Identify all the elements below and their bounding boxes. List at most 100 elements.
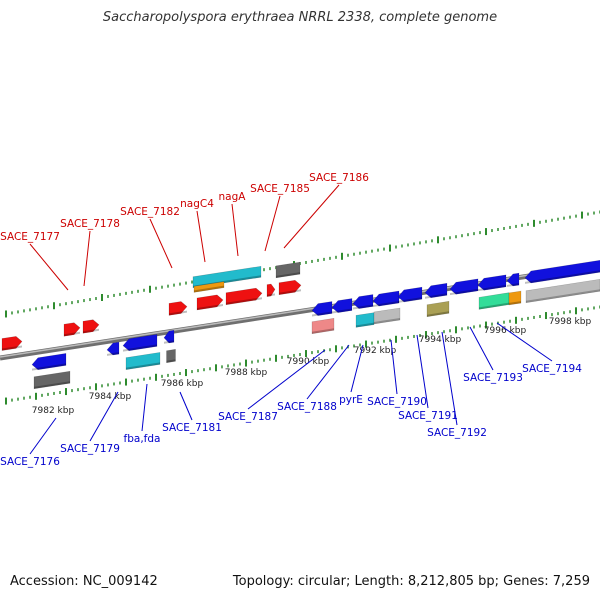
gene-label-leader-forward <box>264 195 281 252</box>
forward-gene-shape <box>63 322 81 337</box>
rna-feature-shade <box>356 322 374 328</box>
gene-label-leader-reverse <box>141 383 148 432</box>
mobile-feature-shade <box>479 302 509 310</box>
gene-label-forward: nagA <box>219 191 247 203</box>
gene-label-leader-reverse <box>306 344 350 400</box>
reverse-gene-shape <box>424 283 448 299</box>
reverse-gene-shade <box>353 304 373 310</box>
gene-label-leader-forward <box>83 230 91 287</box>
pseudo-feature <box>525 278 600 304</box>
gene-label-reverse: SACE_7176 <box>0 456 60 468</box>
reverse-gene <box>331 298 353 314</box>
reverse-gene-shape <box>31 353 67 370</box>
gene-label-leader-reverse <box>29 417 57 455</box>
accession-text: Accession: NC_009142 <box>10 574 158 589</box>
scale-label: 7996 kbp <box>484 326 527 336</box>
reverse-gene-shape <box>163 329 175 344</box>
rna-feature-shape <box>355 312 375 328</box>
reverse-gene <box>477 274 507 292</box>
scale-label: 7986 kbp <box>161 379 204 389</box>
pseudo-feature <box>373 307 401 325</box>
misc-feature-shape <box>33 370 71 390</box>
reverse-gene-shape <box>311 301 333 316</box>
reverse-gene <box>106 341 120 356</box>
reverse-gene-shape <box>449 278 479 295</box>
gene-label-leader-reverse <box>89 391 119 442</box>
misc-feature-shade <box>276 272 300 278</box>
gene-label-reverse: SACE_7179 <box>60 443 120 455</box>
genome-summary: Topology: circular; Length: 8,212,805 bp… <box>232 574 590 589</box>
reverse-gene-shape <box>122 334 158 351</box>
gene-label-leader-reverse <box>496 322 553 362</box>
reverse-gene-shade <box>312 311 332 317</box>
gene-label-reverse: SACE_7188 <box>277 401 337 413</box>
forward-gene-shape <box>82 319 100 334</box>
reverse-gene-shade <box>107 352 119 356</box>
forward-gene-shade <box>279 289 301 295</box>
gene-label-leader-reverse <box>350 344 364 393</box>
reverse-gene <box>424 283 448 299</box>
forward-gene <box>1 336 23 351</box>
gene-label-leader-reverse <box>179 391 193 421</box>
gene-label-reverse: SACE_7181 <box>162 422 222 434</box>
forward-gene-shade <box>64 331 80 337</box>
rna-feature <box>192 265 262 289</box>
misc-feature-shade <box>166 359 176 363</box>
gene-label-reverse: SACE_7194 <box>522 363 582 375</box>
reverse-gene-shape <box>331 298 353 313</box>
forward-gene-shade <box>267 293 275 297</box>
gene-label-forward: nagC4 <box>180 198 214 210</box>
gene-label-leader-forward <box>283 184 340 249</box>
forward-gene <box>63 322 81 337</box>
repeat-feature-shape <box>508 290 522 306</box>
repeat-feature-shade <box>509 301 521 305</box>
gene-label-reverse: SACE_7193 <box>463 372 523 384</box>
gene-label-reverse: fba,fda <box>124 433 161 445</box>
rna-feature-shape <box>192 265 262 289</box>
reverse-gene-shade <box>373 300 399 308</box>
reverse-gene-shade <box>507 283 519 287</box>
reverse-gene <box>449 278 479 296</box>
reverse-gene <box>352 294 374 310</box>
gene-label-reverse: SACE_7192 <box>427 427 487 439</box>
regulatory-feature-shape <box>426 301 450 317</box>
rna-feature-shade <box>126 362 160 370</box>
scale-label: 7998 kbp <box>549 317 592 327</box>
gene-label-reverse: SACE_7191 <box>398 410 458 422</box>
other-feature-shape <box>311 318 335 334</box>
reverse-gene-shade <box>478 284 506 292</box>
rna-feature <box>125 352 161 370</box>
rna-feature <box>355 312 375 328</box>
pseudo-feature-shape <box>373 307 401 325</box>
gene-label-reverse: SACE_7187 <box>218 411 278 423</box>
gene-label-leader-reverse <box>416 334 429 409</box>
repeat-feature <box>508 290 522 306</box>
reverse-gene <box>163 329 175 344</box>
gene-label-forward: SACE_7185 <box>250 183 310 195</box>
forward-gene-shape <box>278 279 302 295</box>
forward-gene-shape <box>225 287 263 306</box>
gene-label-forward: SACE_7177 <box>0 231 60 243</box>
gene-label-leader-forward <box>196 210 206 263</box>
forward-gene-shape <box>1 336 23 351</box>
reverse-gene-shape <box>524 259 600 284</box>
reverse-gene-shape <box>477 274 507 291</box>
rna-feature-shape <box>125 352 161 370</box>
gene-label-leader-reverse <box>390 339 398 395</box>
reverse-gene <box>506 272 520 287</box>
forward-gene <box>168 301 188 316</box>
gene-label-forward: SACE_7182 <box>120 206 180 218</box>
forward-gene-shape <box>266 283 276 297</box>
scale-label: 7984 kbp <box>89 392 132 402</box>
forward-gene <box>278 279 302 295</box>
gene-label-leader-reverse <box>469 326 494 371</box>
reverse-gene-shape <box>397 286 423 303</box>
gene-label-leader-reverse <box>441 331 458 426</box>
reverse-gene-shape <box>506 272 520 287</box>
other-feature-shade <box>312 328 334 334</box>
gene-label-forward: SACE_7178 <box>60 218 120 230</box>
repeat-feature <box>193 281 225 293</box>
misc-feature <box>33 370 71 390</box>
reverse-gene <box>397 286 423 303</box>
